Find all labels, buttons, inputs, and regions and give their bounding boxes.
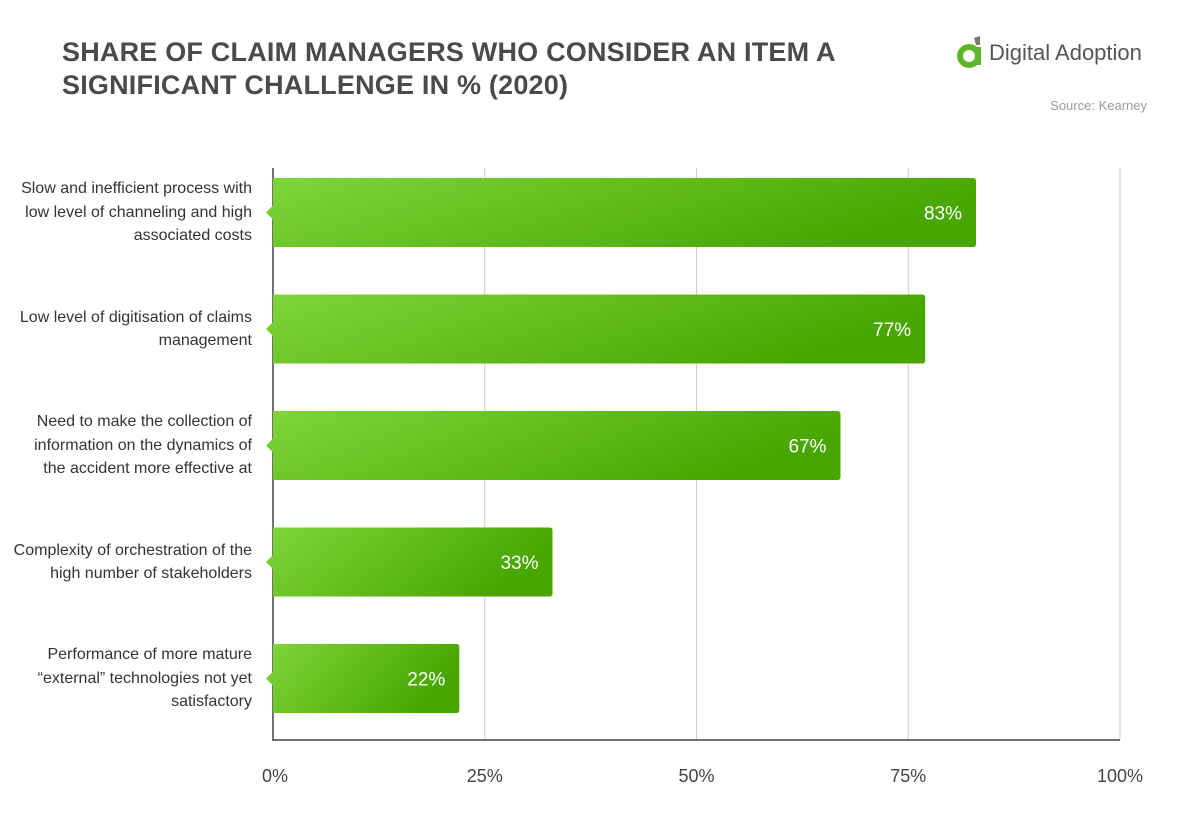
source-note: Source: Kearney [1050,98,1147,113]
chart-title: SHARE OF CLAIM MANAGERS WHO CONSIDER AN … [62,37,835,100]
category-label: Performance of more mature “external” te… [37,646,252,710]
x-tick-label: 75% [890,766,927,786]
x-tick-label: 50% [678,766,715,786]
logo-text: Digital Adoption [989,40,1142,65]
logo: Digital Adoption [957,36,1142,70]
bar-value-label: 83% [924,204,962,225]
x-tick-label: 0% [261,766,289,786]
digital-adoption-logo-icon [957,36,981,68]
category-label: Complexity of orchestration of the high … [13,541,252,583]
bar [266,178,977,247]
x-tick-label: 100% [1096,766,1144,786]
category-label: Low level of digitisation of claims mana… [19,308,252,350]
bar [266,527,553,597]
bar [266,411,841,480]
x-tick-label: 25% [466,766,503,786]
bar-value-label: 77% [873,320,911,341]
bar-value-label: 22% [407,670,445,691]
bar-value-label: 67% [788,437,826,458]
bar [266,294,926,364]
category-label: Need to make the collection of informati… [34,413,252,477]
category-label: Slow and inefficient process with low le… [21,180,252,244]
bar-value-label: 33% [500,553,538,574]
bar [266,644,460,713]
